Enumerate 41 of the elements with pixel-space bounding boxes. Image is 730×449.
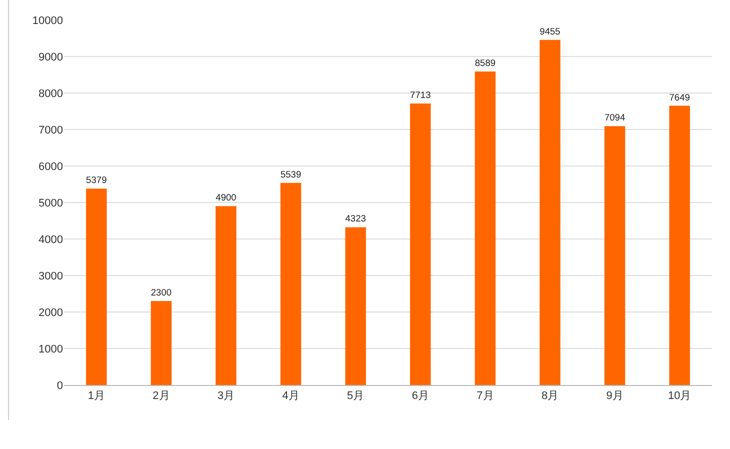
data-label: 4323 [345,214,366,224]
x-tick-label: 8月 [541,390,559,402]
data-label: 7649 [669,92,690,102]
y-tick-label: 10000 [32,14,63,27]
bar [216,206,236,385]
data-label: 5539 [280,169,302,180]
bar [540,40,560,385]
data-label: 8589 [474,58,496,68]
data-label: 7094 [604,112,626,123]
y-tick-label: 0 [56,380,63,392]
y-tick-label: 3000 [38,270,63,282]
x-tick-label: 4月 [282,390,300,402]
bar [669,106,690,385]
y-tick-label: 2000 [38,306,63,319]
bar [345,227,366,385]
x-tick-label: 9月 [606,390,624,402]
x-tick-label: 6月 [412,390,429,402]
y-tick-label: 4000 [38,234,63,246]
data-label: 9455 [540,26,560,36]
x-tick-label: 7月 [476,390,494,402]
bar [86,188,107,385]
data-label: 2300 [150,288,172,298]
y-tick-label: 9000 [38,51,63,64]
bar [150,301,172,385]
y-tick-label: 1000 [38,343,63,356]
y-tick-label: 8000 [38,88,63,100]
bar [410,103,431,385]
x-tick-label: 2月 [152,390,170,402]
y-tick-label: 7000 [38,124,63,136]
bar [280,182,302,385]
y-tick-label: 6000 [38,160,63,173]
x-tick-label: 5月 [347,390,364,402]
bar [604,126,626,385]
x-tick-label: 1月 [88,390,105,402]
x-tick-label: 10月 [668,390,692,402]
data-label: 4900 [216,192,236,203]
bar [474,72,496,385]
data-label: 5379 [86,175,107,186]
data-label: 7713 [410,90,431,100]
x-tick-label: 3月 [217,390,235,402]
y-tick-label: 5000 [38,197,63,210]
